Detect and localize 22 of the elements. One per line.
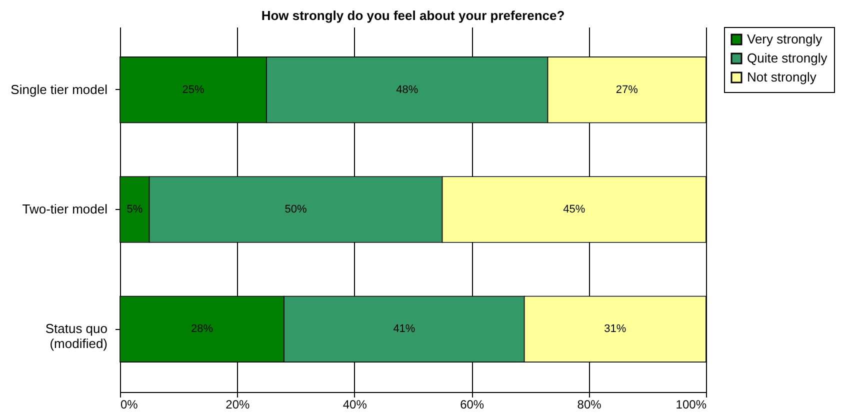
chart-title: How strongly do you feel about your preference? xyxy=(261,8,565,23)
x-tick-label: 40% xyxy=(342,398,368,412)
legend-label: Very strongly xyxy=(747,32,823,46)
data-label: 25% xyxy=(182,84,204,96)
x-tick-label: 100% xyxy=(676,398,707,412)
legend-label: Quite strongly xyxy=(747,50,828,66)
x-tick-label: 20% xyxy=(226,398,250,412)
y-tick-label: Two-tier model xyxy=(22,202,108,216)
data-label: 41% xyxy=(393,323,416,336)
legend-label: Not strongly xyxy=(747,70,817,84)
y-tick-label: Single tier model xyxy=(10,82,108,97)
x-tick-label: 80% xyxy=(577,398,602,412)
x-tick-label: 60% xyxy=(460,398,484,412)
y-tick-label: Status quo (modified) xyxy=(45,321,108,352)
x-tick-label: 0% xyxy=(120,398,138,412)
data-label: 50% xyxy=(284,204,308,216)
data-label: 27% xyxy=(616,84,638,96)
data-label: 45% xyxy=(563,204,586,216)
data-label: 5% xyxy=(126,204,143,216)
data-label: 28% xyxy=(191,323,214,336)
data-label: 48% xyxy=(396,84,418,96)
data-label: 31% xyxy=(604,323,626,336)
